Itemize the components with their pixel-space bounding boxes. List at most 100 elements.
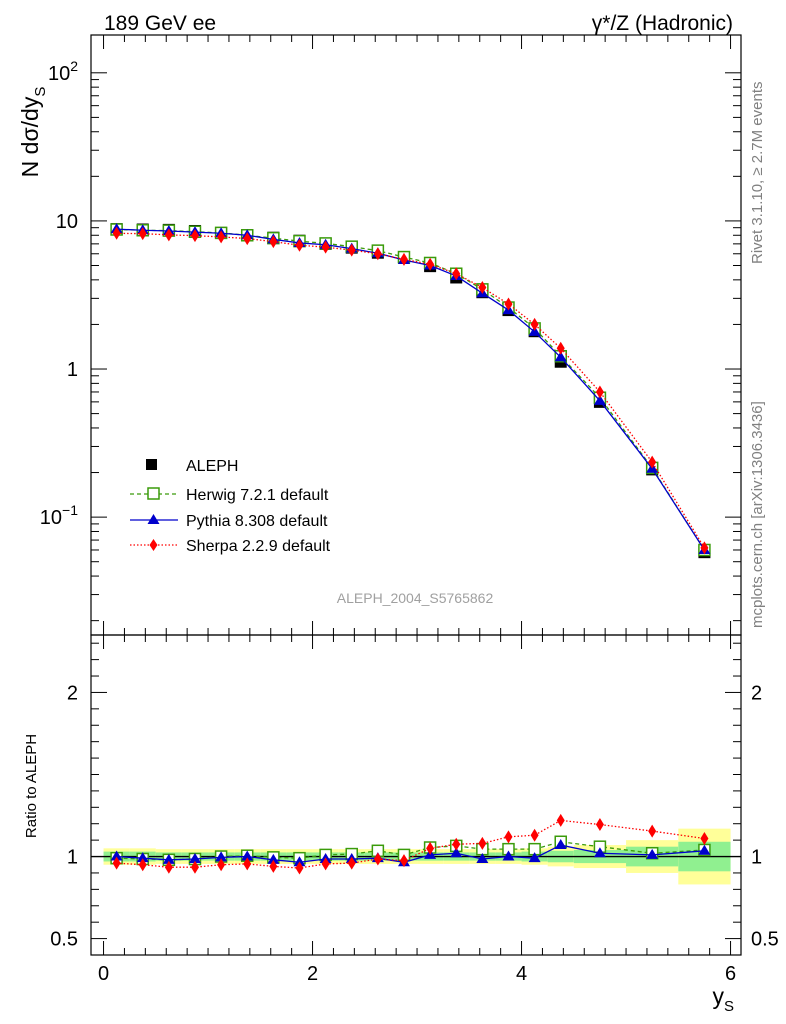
ratio-pythia-point — [162, 853, 175, 864]
ratio-pythia-point — [136, 852, 149, 863]
ratio-y-tick-label-right: 0.5 — [751, 929, 779, 951]
legend-herwig-marker — [147, 487, 160, 500]
main-sherpa-point — [426, 257, 435, 271]
ratio-sherpa-point — [595, 818, 604, 832]
main-sherpa-point — [648, 455, 657, 469]
ratio-pythia-point — [110, 850, 123, 861]
legend-herwig-label: Herwig 7.2.1 default — [186, 487, 329, 504]
header-right-label: γ*/Z (Hadronic) — [592, 12, 733, 35]
x-axis-label: yS — [712, 983, 734, 1015]
main-sherpa-point — [164, 228, 173, 242]
main-y-axis-label: N dσ/dyS — [17, 87, 49, 178]
ratio-y-tick-label-left: 1 — [67, 847, 78, 869]
main-sherpa-point — [399, 252, 408, 266]
ratio-sherpa-point — [243, 857, 252, 871]
main-sherpa-point — [595, 385, 604, 399]
main-sherpa-point — [452, 267, 461, 281]
rivet-version-label: Rivet 3.1.10, ≥ 2.7M events — [749, 82, 766, 265]
main-sherpa-point — [269, 235, 278, 249]
main-sherpa-point — [138, 227, 147, 241]
main-sherpa-point — [217, 230, 226, 244]
ratio-y-tick-label-left: 2 — [67, 682, 78, 704]
main-y-tick-label: 10 — [56, 211, 78, 233]
ratio-sherpa-point — [556, 813, 565, 827]
main-sherpa-point — [347, 243, 356, 257]
main-y-axis-label-text: N dσ/dy — [17, 96, 43, 177]
main-sherpa-point — [700, 541, 709, 555]
ratio-pythia-point — [502, 850, 515, 861]
legend-pythia-marker — [147, 514, 160, 524]
ratio-sherpa-point — [295, 861, 304, 875]
ratio-y-tick-label-right: 2 — [751, 682, 762, 704]
ratio-pythia-point — [646, 848, 659, 859]
ratio-y-tick-label-right: 1 — [751, 847, 762, 869]
ratio-pythia-point — [293, 856, 306, 867]
analysis-id-label: ALEPH_2004_S5765862 — [337, 590, 494, 606]
ratio-y-tick-label-left: 0.5 — [50, 929, 78, 951]
x-axis-label-subscript: S — [724, 998, 734, 1015]
main-sherpa-point — [243, 232, 252, 246]
legend: ALEPH Herwig 7.2.1 default Pythia 8.308 … — [130, 458, 331, 555]
main-sherpa-point — [112, 226, 121, 240]
ratio-sherpa-point — [217, 858, 226, 872]
ratio-pythia-point — [593, 847, 606, 858]
main-sherpa-point — [321, 240, 330, 254]
main-sherpa-point — [295, 238, 304, 252]
ratio-pythia-point — [188, 853, 201, 863]
main-pythia-point — [593, 394, 606, 405]
ratio-sherpa-point — [452, 837, 461, 851]
ratio-pythia-point — [528, 852, 541, 863]
ratio-sherpa-point — [164, 860, 173, 874]
ratio-series-layer — [110, 813, 711, 875]
ratio-sherpa-point — [138, 858, 147, 872]
main-ticks-layer: 10−1 1 10 102 — [40, 35, 741, 635]
main-sherpa-point — [556, 341, 565, 355]
x-axis-label-text: y — [712, 983, 724, 1009]
main-y-tick-label: 10−1 — [40, 502, 78, 529]
ratio-sherpa-point — [373, 852, 382, 866]
ratio-pythia-point — [215, 851, 228, 862]
ratio-pythia-point — [476, 853, 489, 863]
header-left-label: 189 GeV ee — [104, 12, 216, 35]
legend-pythia-label: Pythia 8.308 default — [186, 513, 328, 530]
main-sherpa-point — [530, 317, 539, 331]
ratio-pythia-point — [267, 853, 280, 864]
main-sherpa-point — [190, 229, 199, 243]
ratio-sherpa-point — [112, 856, 121, 870]
ratio-sherpa-point — [190, 860, 199, 874]
x-tick-label: 4 — [516, 963, 527, 985]
ratio-sherpa-point — [426, 841, 435, 855]
mcplots-credit-label: mcplots.cern.ch [arXiv:1306.3436] — [749, 401, 766, 628]
x-tick-label: 0 — [98, 963, 109, 985]
ratio-panel: 0 2 4 6 0.5 0.5 1 1 2 2 Ratio to ALEPH yS — [23, 634, 779, 1015]
main-sherpa-point — [478, 281, 487, 295]
main-sherpa-point — [373, 247, 382, 261]
ratio-ticks-layer: 0 2 4 6 0.5 0.5 1 1 2 2 — [50, 635, 779, 985]
main-pythia-point — [554, 351, 567, 362]
main-y-tick-label: 1 — [67, 359, 78, 381]
main-series-layer — [110, 223, 711, 559]
ratio-sherpa-point — [321, 857, 330, 871]
ratio-pythia-point — [698, 844, 711, 855]
ratio-sherpa-point — [269, 859, 278, 873]
ratio-sherpa-point — [478, 836, 487, 850]
ratio-sherpa-point — [648, 824, 657, 838]
ratio-uncertainty-bands — [91, 828, 741, 885]
main-y-axis-label-subscript: S — [32, 87, 49, 97]
legend-aleph-label: ALEPH — [186, 458, 238, 475]
main-y-tick-label: 102 — [48, 58, 78, 85]
ratio-pythia-point — [241, 850, 254, 861]
legend-sherpa-marker — [149, 539, 158, 551]
x-tick-label: 2 — [307, 963, 318, 985]
ratio-sherpa-point — [347, 856, 356, 870]
ratio-sherpa-point — [399, 854, 408, 868]
ratio-sherpa-point — [504, 830, 513, 844]
ratio-sherpa-point — [530, 828, 539, 842]
ratio-y-axis-label: Ratio to ALEPH — [23, 734, 40, 838]
ratio-sherpa-point — [700, 831, 709, 845]
ratio-panel-frame — [90, 634, 742, 956]
main-sherpa-point — [504, 297, 513, 311]
x-tick-label: 6 — [725, 963, 736, 985]
